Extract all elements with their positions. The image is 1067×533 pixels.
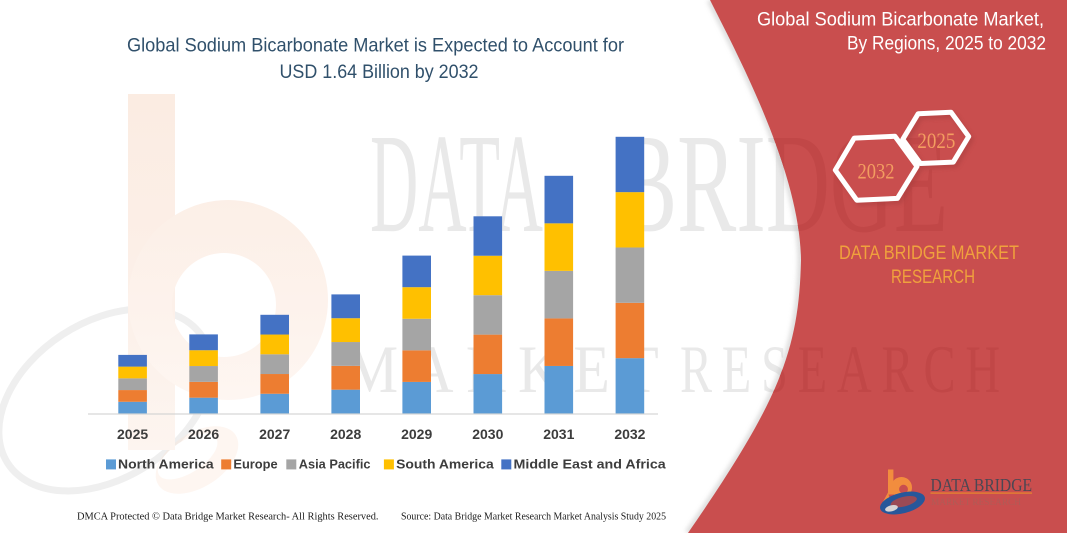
svg-text:2032: 2032 — [858, 158, 895, 183]
svg-text:Global Sodium Bicarbonate Mark: Global Sodium Bicarbonate Market is Expe… — [127, 35, 624, 57]
svg-text:Europe: Europe — [233, 457, 277, 472]
svg-text:South America: South America — [396, 457, 494, 472]
svg-text:RESEARCH: RESEARCH — [891, 266, 975, 288]
svg-text:2032: 2032 — [614, 426, 645, 442]
svg-text:DMCA Protected © Data Bridge M: DMCA Protected © Data Bridge Market Rese… — [77, 511, 379, 523]
svg-text:Source: Data Bridge Market Res: Source: Data Bridge Market Research Mark… — [401, 511, 666, 523]
svg-text:2027: 2027 — [259, 426, 290, 442]
svg-text:North America: North America — [118, 457, 214, 472]
svg-text:2030: 2030 — [472, 426, 503, 442]
svg-text:USD 1.64 Billion by 2032: USD 1.64 Billion by 2032 — [280, 61, 479, 83]
svg-text:2028: 2028 — [330, 426, 361, 442]
svg-text:DATA: DATA — [370, 104, 543, 262]
svg-text:2031: 2031 — [543, 426, 574, 442]
svg-text:2026: 2026 — [188, 426, 219, 442]
svg-text:2025: 2025 — [917, 128, 955, 153]
svg-text:By Regions, 2025 to 2032: By Regions, 2025 to 2032 — [847, 33, 1046, 55]
svg-text:Middle East and Africa: Middle East and Africa — [514, 457, 667, 472]
svg-text:Global Sodium Bicarbonate Mark: Global Sodium Bicarbonate Market, — [757, 9, 1044, 31]
svg-text:DATA BRIDGE: DATA BRIDGE — [931, 475, 1033, 495]
svg-text:Asia Pacific: Asia Pacific — [299, 457, 371, 472]
svg-text:2025: 2025 — [117, 426, 148, 442]
svg-text:2029: 2029 — [401, 426, 432, 442]
svg-text:DATA BRIDGE MARKET: DATA BRIDGE MARKET — [839, 242, 1019, 264]
svg-text:MARKET RESEARCH: MARKET RESEARCH — [931, 497, 1022, 507]
